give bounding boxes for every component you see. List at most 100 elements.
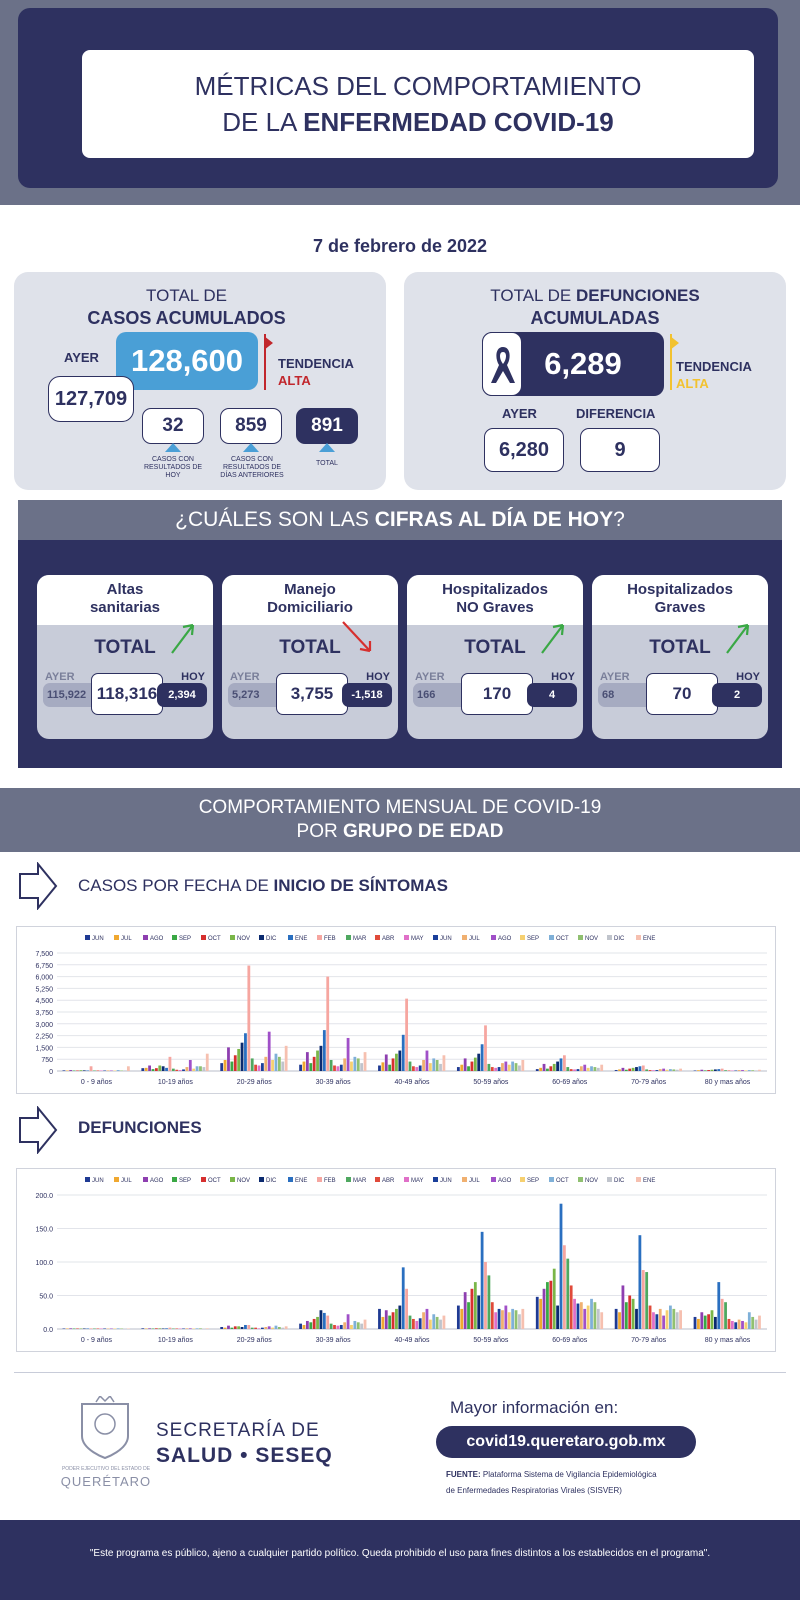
- card-title: Altas sanitarias: [37, 575, 213, 625]
- bar: [747, 1070, 751, 1071]
- legend-swatch: [317, 935, 322, 940]
- def-ayer-label: AYER: [502, 406, 537, 421]
- bar: [669, 1305, 672, 1329]
- bar: [511, 1308, 515, 1329]
- ayer-label: AYER: [230, 671, 260, 683]
- bar: [658, 1069, 662, 1071]
- bar: [576, 1303, 580, 1329]
- bar: [244, 1033, 247, 1071]
- bar: [312, 1318, 316, 1329]
- y-tick-label: 0: [49, 1069, 53, 1076]
- legend-label: JUL: [121, 936, 132, 942]
- bar: [635, 1308, 638, 1329]
- card-total-label: TOTAL: [94, 637, 156, 658]
- bar: [154, 1068, 158, 1071]
- bar: [230, 1327, 234, 1329]
- bar: [494, 1312, 498, 1329]
- legend-swatch: [259, 935, 264, 940]
- hoy-label: HOY: [366, 671, 390, 683]
- bar: [305, 1052, 309, 1071]
- bar: [302, 1061, 306, 1071]
- bar: [741, 1320, 744, 1329]
- website-link[interactable]: covid19.queretaro.gob.mx: [436, 1426, 696, 1458]
- bar: [710, 1310, 714, 1329]
- card-hospitalizados-no-graves: Hospitalizados NO Graves TOTAL AYER HOY 1…: [407, 575, 583, 739]
- casos-chart-title: CASOS POR FECHA DE INICIO DE SÍNTOMAS: [78, 876, 448, 895]
- bar: [618, 1312, 621, 1329]
- bar: [675, 1312, 679, 1329]
- bar: [148, 1065, 151, 1071]
- legend-label: JUN: [92, 1178, 104, 1184]
- bar: [477, 1295, 481, 1329]
- x-tick-label: 20-29 años: [237, 1337, 273, 1344]
- bar: [494, 1067, 498, 1071]
- bar: [501, 1310, 504, 1329]
- bar: [309, 1063, 313, 1071]
- bar: [168, 1056, 172, 1071]
- bar: [535, 1069, 539, 1071]
- legend-label: FEB: [324, 936, 336, 942]
- bar: [227, 1047, 230, 1071]
- bar: [395, 1308, 398, 1329]
- legend-label: AGO: [498, 936, 512, 942]
- bar: [363, 1319, 367, 1329]
- bar: [388, 1064, 392, 1071]
- bar: [264, 1326, 268, 1329]
- bar: [339, 1064, 343, 1071]
- pointer-icon: [319, 443, 335, 452]
- bar: [165, 1328, 168, 1329]
- y-tick-label: 150.0: [35, 1227, 53, 1234]
- bar: [188, 1059, 192, 1071]
- x-tick-label: 70-79 años: [631, 1079, 667, 1086]
- bar: [566, 1067, 570, 1071]
- bar: [237, 1048, 241, 1071]
- legend-swatch: [375, 1177, 380, 1182]
- card-title: Hospitalizados Graves: [592, 575, 768, 625]
- def-title-1: TOTAL DE DEFUNCIONES: [490, 286, 700, 305]
- bar: [271, 1059, 274, 1071]
- bar: [312, 1056, 316, 1071]
- bar: [116, 1328, 120, 1329]
- x-tick-label: 80 y mas años: [705, 1079, 751, 1086]
- bar: [490, 1302, 494, 1329]
- bar: [391, 1058, 395, 1071]
- title-line-2: DE LA ENFERMEDAD COVID-19: [222, 107, 614, 137]
- bar: [573, 1069, 576, 1071]
- card-title: Hospitalizados NO Graves: [407, 575, 583, 625]
- bar: [415, 1320, 419, 1329]
- card-total-label: TOTAL: [279, 637, 341, 658]
- bar: [284, 1045, 288, 1071]
- bar: [141, 1068, 145, 1071]
- bar: [158, 1065, 162, 1071]
- bar: [336, 1325, 340, 1329]
- bar: [675, 1069, 679, 1071]
- y-tick-label: 750: [41, 1057, 53, 1064]
- legend-swatch: [143, 935, 148, 940]
- bar: [546, 1282, 549, 1329]
- legend-swatch: [143, 1177, 148, 1182]
- bar: [284, 1326, 288, 1329]
- bar: [707, 1070, 710, 1071]
- bar: [126, 1328, 130, 1329]
- legend-label: AGO: [150, 1178, 164, 1184]
- legend-label: NOV: [237, 1178, 250, 1184]
- y-tick-label: 5,250: [35, 986, 53, 993]
- bar: [353, 1320, 357, 1329]
- bar: [624, 1302, 628, 1329]
- casos-chart-svg: JUN JUL AGO SEP OCT NOV DIC ENE FEB MAR ABR MAY JUN J…: [35, 935, 767, 1086]
- bar: [621, 1285, 625, 1329]
- bar: [566, 1258, 570, 1329]
- bar: [220, 1326, 224, 1329]
- org-name-line-1: SECRETARÍA DE: [156, 1420, 320, 1441]
- trend-line: [670, 334, 672, 390]
- bar: [99, 1328, 103, 1329]
- bar: [470, 1288, 474, 1329]
- casos-chart: JUN JUL AGO SEP OCT NOV DIC ENE FEB MAR ABR MAY JUN J…: [16, 926, 776, 1094]
- x-tick-label: 0 - 9 años: [81, 1079, 113, 1086]
- bar: [175, 1069, 179, 1071]
- legend-swatch: [549, 935, 554, 940]
- bar: [381, 1316, 385, 1329]
- bar: [384, 1310, 388, 1329]
- legend-swatch: [346, 935, 351, 940]
- bar: [202, 1067, 206, 1071]
